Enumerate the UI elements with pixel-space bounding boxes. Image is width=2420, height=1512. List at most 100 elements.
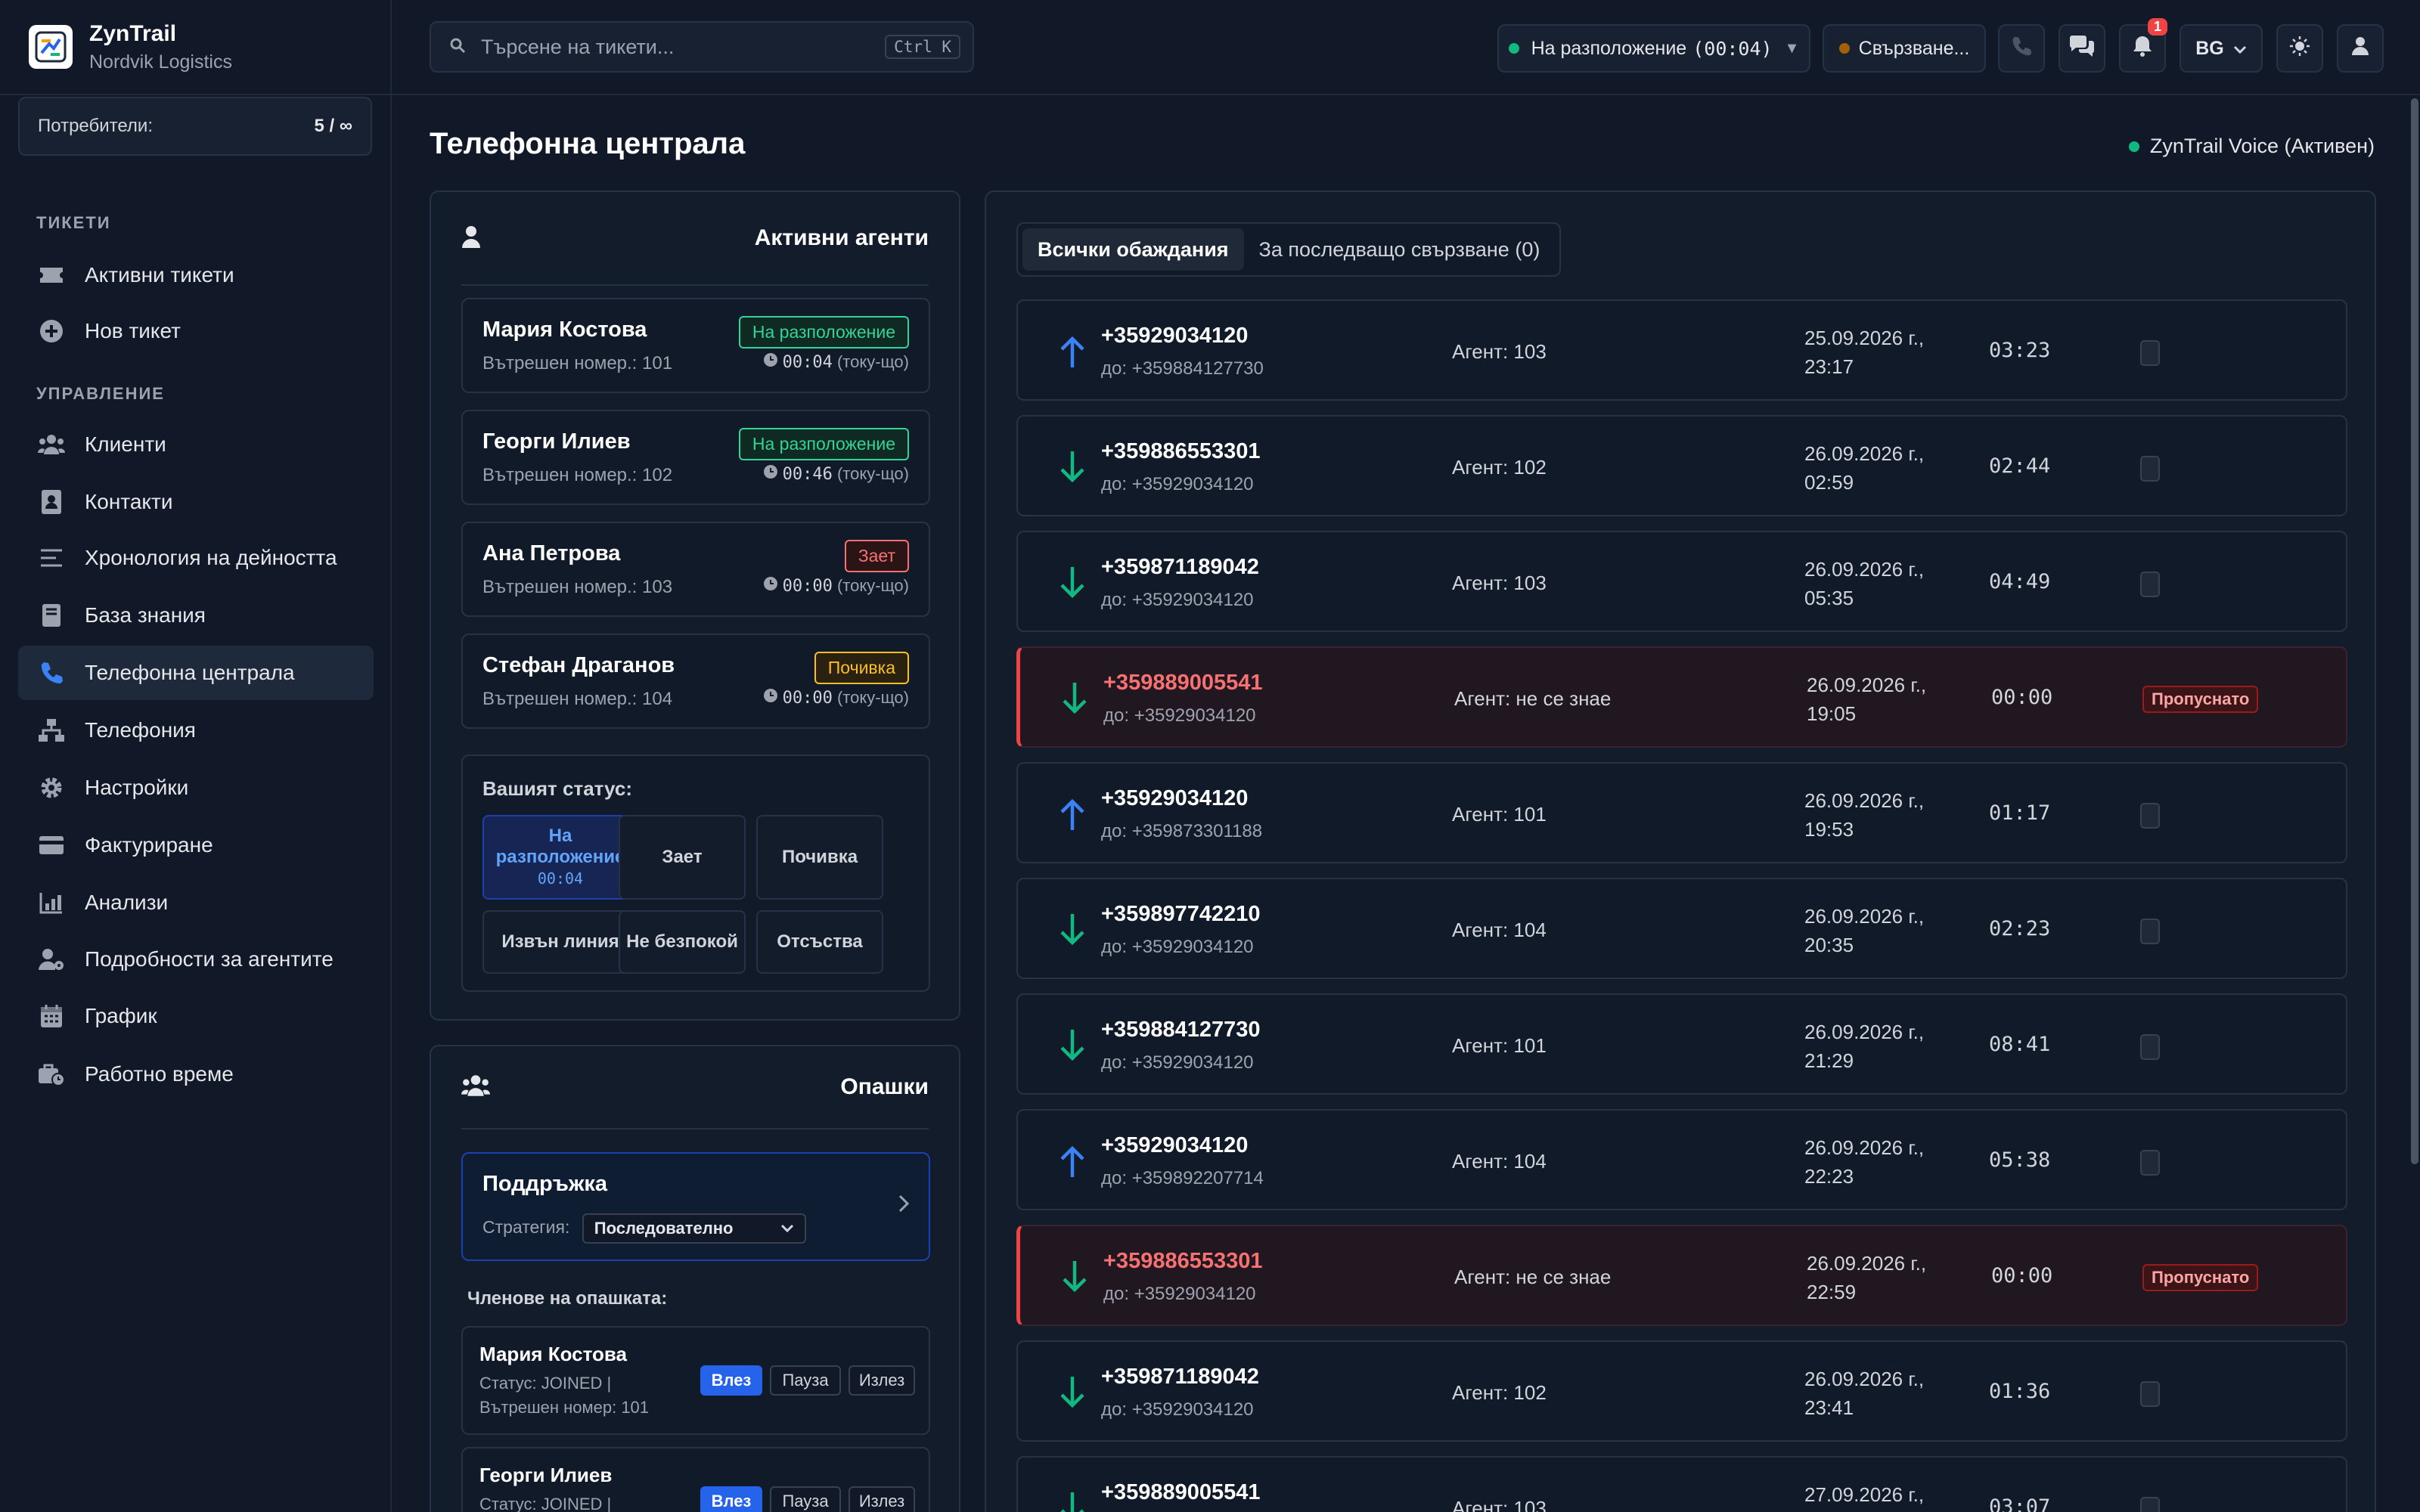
nav-item-analytics[interactable]: Анализи xyxy=(18,875,374,930)
arrow-down-icon xyxy=(1057,1028,1087,1063)
call-datetime: 26.09.2026 г., 05:35 xyxy=(1804,558,1925,609)
call-checkbox[interactable] xyxy=(2140,340,2160,366)
pause-queue-button[interactable]: Пауза xyxy=(770,1365,841,1396)
call-checkbox[interactable] xyxy=(2140,1034,2160,1060)
nav-item-clients[interactable]: Клиенти xyxy=(18,417,374,472)
call-row[interactable]: +359889005541 до: +35929034120 Агент: не с… xyxy=(1016,646,2347,748)
call-datetime: 26.09.2026 г., 21:29 xyxy=(1804,1021,1925,1072)
call-row[interactable]: +35929034120 до: +359884127730 Агент: 103 2… xyxy=(1016,299,2347,401)
call-button[interactable] xyxy=(1998,24,2045,73)
call-agent: Агент: 104 xyxy=(1452,919,1547,941)
call-row[interactable]: +359897742210 до: +35929034120 Агент: 104 2… xyxy=(1016,878,2347,979)
call-row[interactable]: +35929034120 до: +359873301188 Агент: 101 2… xyxy=(1016,762,2347,863)
join-queue-button[interactable]: Влез xyxy=(700,1365,762,1396)
nav-item-working-hours[interactable]: Работно време xyxy=(18,1047,374,1101)
book-icon xyxy=(38,602,65,629)
call-datetime: 26.09.2026 г., 20:35 xyxy=(1804,905,1925,956)
nav-item-schedule[interactable]: График xyxy=(18,989,374,1043)
leave-queue-button[interactable]: Излез xyxy=(849,1486,915,1512)
brand-name: ZynTrail xyxy=(89,20,177,46)
brand[interactable]: ZynTrail Nordvik Logistics xyxy=(0,0,390,95)
agent-status-badge: Зает xyxy=(844,540,909,572)
search-input[interactable]: Търсене на тикети... Ctrl K xyxy=(430,21,974,73)
nav-label: График xyxy=(85,1004,157,1027)
call-checkbox[interactable] xyxy=(2140,1381,2160,1407)
user-menu-button[interactable] xyxy=(2337,24,2384,73)
call-row[interactable]: +35929034120 до: +359892207714 Агент: 104 2… xyxy=(1016,1109,2347,1210)
tab-callback[interactable]: За последващо свързване (0) xyxy=(1258,237,1540,261)
call-row[interactable]: +359889005541 Агент: 103 27.09.2026 г., 03:… xyxy=(1016,1456,2347,1512)
your-status-label: Вашият статус: xyxy=(482,777,632,800)
call-number: +35929034120 xyxy=(1101,1133,1249,1157)
nav-item-new-ticket[interactable]: Нов тикет xyxy=(18,304,374,358)
call-checkbox[interactable] xyxy=(2140,803,2160,829)
call-row[interactable]: +359884127730 до: +35929034120 Агент: 101 2… xyxy=(1016,993,2347,1095)
logo-icon xyxy=(29,25,73,69)
nav-item-billing[interactable]: Фактуриране xyxy=(18,818,374,872)
status-offline-button[interactable]: Извън линия xyxy=(482,910,638,974)
status-away-button[interactable]: Отсъства xyxy=(756,910,883,974)
nav-item-phone-center[interactable]: Телефонна централа xyxy=(18,646,374,700)
users-icon xyxy=(461,1074,490,1101)
connection-status[interactable]: Свързване... xyxy=(1823,24,1986,73)
call-destination: до: +35929034120 xyxy=(1103,705,1256,726)
call-duration: 05:38 xyxy=(1989,1148,2051,1172)
call-row[interactable]: +359871189042 до: +35929034120 Агент: 102 2… xyxy=(1016,1340,2347,1442)
tab-all-calls[interactable]: Всички обаждания xyxy=(1022,228,1244,271)
status-available-button[interactable]: На разположение 00:04 xyxy=(482,815,638,900)
call-checkbox[interactable] xyxy=(2140,919,2160,944)
nav-item-active-tickets[interactable]: Активни тикети xyxy=(18,248,374,302)
nav-label: Работно време xyxy=(85,1062,234,1086)
call-checkbox[interactable] xyxy=(2140,572,2160,597)
nav-item-activity[interactable]: Хронология на дейността xyxy=(18,531,374,585)
arrow-up-icon xyxy=(1057,334,1087,369)
nav-item-telephony[interactable]: Телефония xyxy=(18,703,374,758)
nav-item-settings[interactable]: Настройки xyxy=(18,761,374,815)
status-break-button[interactable]: Почивка xyxy=(756,815,883,900)
nav-item-contacts[interactable]: Контакти xyxy=(18,475,374,529)
agent-name: Георги Илиев xyxy=(482,429,631,454)
status-busy-button[interactable]: Зает xyxy=(619,815,746,900)
theme-toggle[interactable] xyxy=(2276,24,2323,73)
agent-name: Ана Петрова xyxy=(482,541,621,565)
call-number: +359897742210 xyxy=(1101,902,1261,926)
call-checkbox[interactable] xyxy=(2140,1497,2160,1512)
queues-card: Опашки Поддръжка Стратегия: Последовател… xyxy=(430,1045,960,1512)
call-checkbox[interactable] xyxy=(2140,456,2160,482)
call-row[interactable]: +359886553301 до: +35929034120 Агент: не с… xyxy=(1016,1225,2347,1326)
chat-button[interactable] xyxy=(2059,24,2105,73)
arrow-down-icon xyxy=(1057,912,1087,947)
nav-item-agent-details[interactable]: Подробности за агентите xyxy=(18,932,374,987)
call-row[interactable]: +359886553301 до: +35929034120 Агент: 102 2… xyxy=(1016,415,2347,516)
join-queue-button[interactable]: Влез xyxy=(700,1486,762,1512)
call-row[interactable]: +359871189042 до: +35929034120 Агент: 103 2… xyxy=(1016,531,2347,632)
users-count: 5 / ∞ xyxy=(314,116,352,136)
page-scrollbar[interactable] xyxy=(2409,95,2420,1512)
availability-dropdown[interactable]: На разположение (00:04) ▼ xyxy=(1497,24,1810,73)
call-agent: Агент: 103 xyxy=(1452,572,1547,594)
clock-icon xyxy=(763,352,778,372)
nav-label: Подробности за агентите xyxy=(85,947,334,971)
status-dnd-button[interactable]: Не безпокой xyxy=(619,910,746,974)
agent-extension: Вътрешен номер.: 103 xyxy=(482,577,673,597)
pause-queue-button[interactable]: Пауза xyxy=(770,1486,841,1512)
call-agent: Агент: не се знае xyxy=(1454,687,1612,710)
strategy-select[interactable]: Последователно xyxy=(582,1213,806,1244)
call-checkbox[interactable] xyxy=(2140,1150,2160,1176)
leave-queue-button[interactable]: Излез xyxy=(849,1365,915,1396)
arrow-down-icon xyxy=(1057,1491,1087,1512)
queues-title: Опашки xyxy=(840,1074,929,1099)
call-agent: Агент: 103 xyxy=(1452,340,1547,363)
call-duration: 01:36 xyxy=(1989,1380,2051,1403)
nav-item-knowledge-base[interactable]: База знания xyxy=(18,588,374,643)
notifications-button[interactable]: 1 xyxy=(2119,18,2167,73)
call-duration: 00:00 xyxy=(1991,686,2053,709)
queue-item-support[interactable]: Поддръжка Стратегия: Последователно xyxy=(461,1152,930,1261)
scrollbar-thumb[interactable] xyxy=(2411,98,2418,1164)
search-placeholder: Търсене на тикети... xyxy=(481,35,675,58)
nav-label: Анализи xyxy=(85,891,169,914)
network-icon xyxy=(38,717,65,744)
chevron-down-icon xyxy=(780,1224,793,1233)
member-extension: Вътрешен номер: 101 xyxy=(479,1398,650,1417)
language-select[interactable]: BG xyxy=(2180,24,2263,73)
